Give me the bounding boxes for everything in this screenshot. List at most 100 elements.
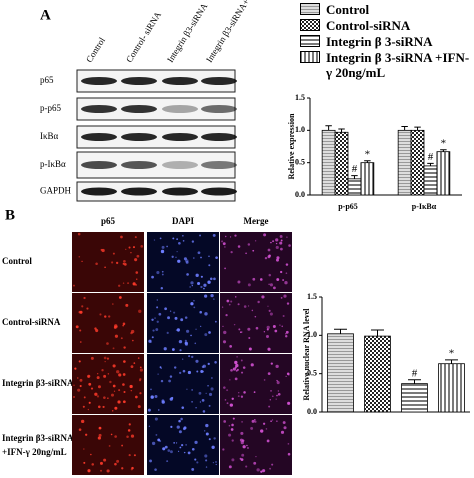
micrograph	[147, 232, 219, 292]
cell	[247, 446, 249, 449]
legend-swatch	[300, 19, 320, 31]
cell	[282, 279, 285, 282]
cell	[209, 277, 213, 281]
cell	[196, 461, 199, 464]
cell	[268, 273, 272, 277]
cell	[272, 324, 276, 328]
cell	[285, 332, 287, 335]
cell	[185, 444, 187, 446]
cell	[224, 267, 226, 270]
cell	[267, 248, 271, 252]
legend-label: Integrin β 3-siRNA	[326, 34, 433, 49]
blot-band	[162, 161, 198, 169]
cell	[96, 395, 100, 398]
cell	[204, 333, 208, 337]
cell	[214, 320, 217, 323]
cell	[175, 256, 177, 258]
cell	[208, 438, 211, 441]
bar	[347, 178, 362, 196]
cell	[151, 318, 154, 322]
cell	[112, 303, 114, 305]
cell	[215, 461, 217, 463]
cell	[186, 388, 188, 390]
cell	[112, 347, 115, 350]
group-label: Control	[2, 256, 32, 266]
cell	[269, 467, 271, 470]
cell	[241, 331, 243, 333]
protein-label: IκBα	[40, 131, 59, 141]
cell	[147, 408, 151, 412]
cell	[140, 245, 144, 248]
cell	[123, 260, 126, 263]
cell	[225, 313, 228, 317]
cell	[114, 435, 117, 438]
cell	[108, 315, 111, 318]
cell	[186, 273, 189, 276]
cell	[77, 388, 81, 392]
bar	[364, 335, 391, 413]
cell	[178, 419, 181, 423]
cell	[187, 370, 192, 375]
cell	[94, 392, 98, 396]
cell	[270, 241, 272, 244]
cell	[191, 355, 194, 359]
cell	[276, 256, 280, 260]
cell	[222, 448, 225, 451]
cell	[253, 461, 257, 465]
cell	[150, 388, 152, 391]
cell	[138, 309, 142, 313]
lane-label: Integrin β3-siRNA+ IFN-γ 20ng/mL	[204, 0, 282, 64]
cell	[238, 328, 241, 331]
cell	[204, 312, 208, 316]
swatch	[300, 19, 320, 31]
error-bar	[427, 162, 434, 166]
error-bar	[338, 128, 345, 133]
cell	[208, 264, 211, 267]
cell	[199, 401, 202, 403]
cell	[279, 235, 283, 238]
cell	[96, 376, 100, 380]
cell	[113, 390, 116, 392]
cell	[226, 389, 229, 392]
cell	[251, 419, 255, 423]
cell	[267, 347, 271, 351]
cell	[174, 316, 178, 320]
cell	[252, 277, 256, 281]
cell	[200, 275, 203, 278]
cell	[273, 286, 276, 290]
cell	[285, 263, 289, 266]
cell	[193, 257, 195, 259]
cell	[266, 325, 270, 330]
cell	[241, 453, 245, 457]
cell	[95, 262, 98, 266]
cell	[148, 425, 151, 428]
cell	[170, 450, 173, 454]
error-bar	[371, 329, 384, 337]
cell	[225, 235, 227, 238]
cell	[195, 359, 199, 363]
cell	[78, 360, 81, 363]
cell	[200, 325, 202, 328]
cell	[128, 453, 131, 457]
cell	[270, 420, 272, 423]
cell	[229, 403, 233, 407]
y-tick-label: 0.0	[307, 407, 317, 416]
cell	[205, 466, 208, 468]
cell	[222, 242, 226, 246]
cell	[199, 310, 202, 314]
cell	[161, 245, 165, 249]
micrograph	[220, 293, 292, 353]
cell	[237, 245, 241, 248]
cell	[191, 447, 195, 451]
cell	[123, 346, 126, 349]
cell	[215, 463, 217, 466]
cell	[132, 246, 135, 249]
cell	[210, 293, 214, 298]
cell	[272, 395, 274, 398]
blot-band	[81, 77, 117, 85]
bar	[410, 129, 425, 196]
cell	[239, 438, 243, 442]
cell	[157, 373, 159, 375]
legend-swatch	[300, 35, 320, 47]
cell	[163, 347, 167, 351]
